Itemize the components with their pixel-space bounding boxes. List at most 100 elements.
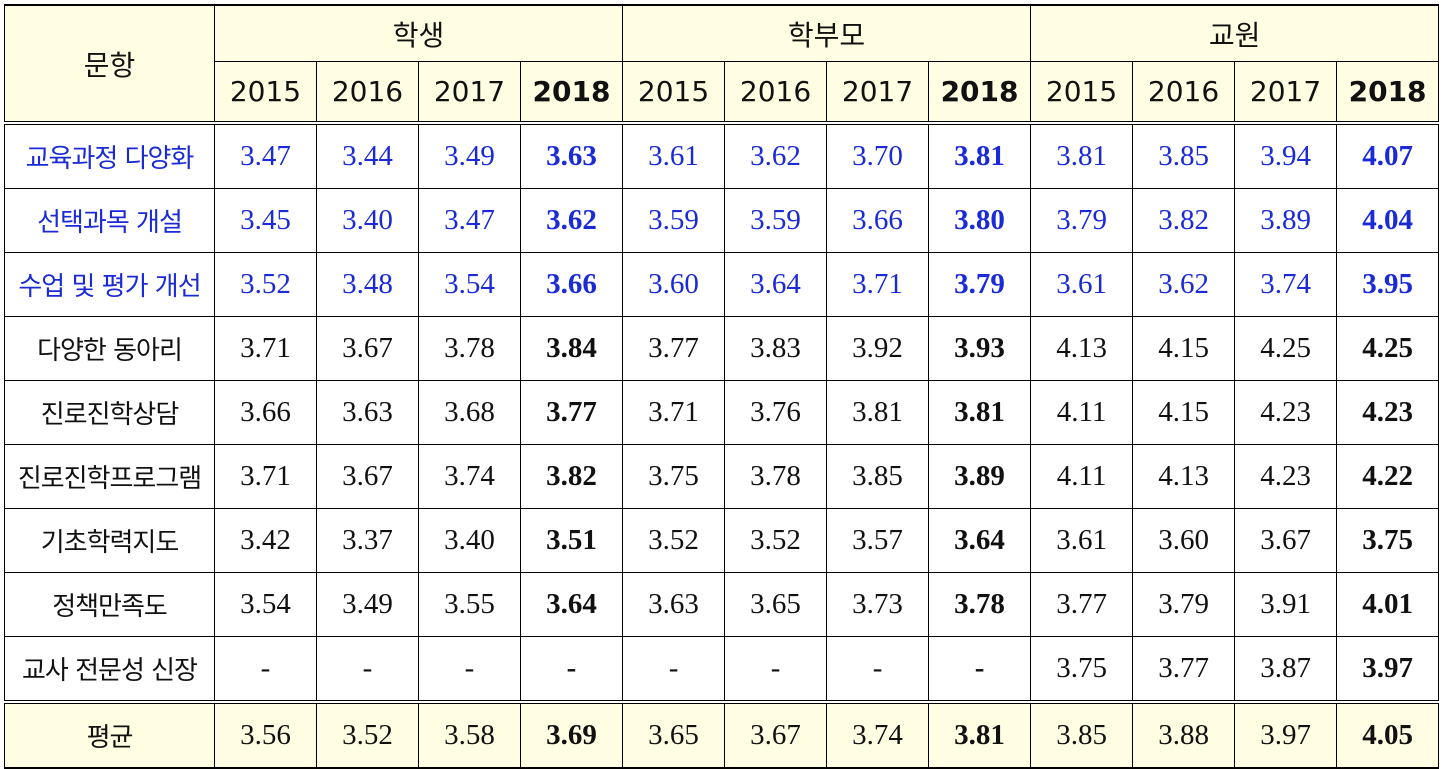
value-cell: 3.71: [214, 316, 317, 381]
row-label: 진로진학상담: [4, 380, 215, 445]
value-cell: 3.69: [519, 700, 624, 769]
value-cell: 3.81: [928, 700, 1032, 769]
value-cell: 3.79: [928, 252, 1032, 317]
value-cell: 3.83: [724, 316, 828, 381]
value-cell: 3.52: [622, 508, 726, 573]
value-cell: 3.60: [622, 252, 726, 317]
table-row: 기초학력지도 3.42 3.37 3.40 3.51 3.52 3.52 3.57 3.64 3.…: [4, 508, 1440, 573]
table-header: 문항 학생 학부모 교원 2015 2016 2017 2018 2015 20…: [4, 4, 1440, 124]
value-cell: 3.74: [826, 700, 930, 769]
value-cell: 3.92: [826, 316, 930, 381]
value-cell: 4.25: [1234, 316, 1338, 381]
value-cell: 3.95: [1336, 252, 1440, 317]
value-cell: -: [214, 636, 317, 703]
year-header: 2016: [1132, 61, 1236, 124]
value-cell: 3.42: [214, 508, 317, 573]
table-row: 교사 전문성 신장 - - - - - - - -3.75 3.77 3.87 3.97: [4, 636, 1440, 703]
year-header: 2015: [1030, 61, 1134, 124]
year-header: 2018: [519, 61, 624, 124]
row-label: 정책만족도: [4, 572, 215, 637]
value-cell: 3.52: [316, 700, 419, 769]
value-cell: 3.40: [418, 508, 521, 573]
value-cell: 3.51: [519, 508, 624, 573]
value-cell: 3.40: [316, 188, 419, 253]
value-cell: 3.44: [316, 121, 419, 189]
value-cell: 3.54: [214, 572, 317, 637]
row-label: 기초학력지도: [4, 508, 215, 573]
value-cell: 3.45: [214, 188, 317, 253]
value-cell: 3.37: [316, 508, 419, 573]
value-cell: 3.68: [418, 380, 521, 445]
value-cell: 4.13: [1132, 444, 1236, 509]
value-cell: 3.78: [928, 572, 1032, 637]
value-cell: 3.62: [1132, 252, 1236, 317]
value-cell: -: [928, 636, 1032, 703]
value-cell: 3.80: [928, 188, 1032, 253]
value-cell: 3.47: [214, 121, 317, 189]
value-cell: 3.67: [316, 444, 419, 509]
value-cell: 3.71: [622, 380, 726, 445]
value-cell: 3.78: [418, 316, 521, 381]
value-cell: 3.73: [826, 572, 930, 637]
year-header: 2017: [1234, 61, 1338, 124]
value-cell: 3.71: [214, 444, 317, 509]
value-cell: -: [724, 636, 828, 703]
value-cell: 3.77: [519, 380, 624, 445]
value-cell: -: [316, 636, 419, 703]
value-cell: -: [418, 636, 521, 703]
row-label: 교육과정 다양화: [4, 121, 215, 189]
value-cell: 3.66: [519, 252, 624, 317]
value-cell: 3.97: [1234, 700, 1338, 769]
value-cell: 4.23: [1234, 380, 1338, 445]
value-cell: 3.58: [418, 700, 521, 769]
value-cell: 3.48: [316, 252, 419, 317]
value-cell: 3.77: [1030, 572, 1134, 637]
average-row: 평균 3.56 3.52 3.58 3.69 3.65 3.67 3.74 3.81 3.85 3.…: [4, 700, 1440, 769]
value-cell: 3.67: [316, 316, 419, 381]
value-cell: 3.79: [1030, 188, 1134, 253]
value-cell: 3.47: [418, 188, 521, 253]
year-header: 2015: [214, 61, 317, 124]
year-header: 2017: [826, 61, 930, 124]
value-cell: 3.61: [1030, 252, 1134, 317]
value-cell: 4.22: [1336, 444, 1440, 509]
value-cell: 3.61: [622, 121, 726, 189]
row-label: 수업 및 평가 개선: [4, 252, 215, 317]
value-cell: 3.88: [1132, 700, 1236, 769]
value-cell: 3.76: [724, 380, 828, 445]
value-cell: 3.57: [826, 508, 930, 573]
value-cell: 4.11: [1030, 444, 1134, 509]
value-cell: 4.15: [1132, 380, 1236, 445]
value-cell: 3.65: [622, 700, 726, 769]
value-cell: 3.64: [724, 252, 828, 317]
value-cell: 3.62: [519, 188, 624, 253]
value-cell: 3.56: [214, 700, 317, 769]
value-cell: 4.13: [1030, 316, 1134, 381]
table-row: 교육과정 다양화 3.47 3.44 3.49 3.63 3.61 3.62 3.70 3.81…: [4, 121, 1440, 189]
value-cell: 3.85: [1132, 121, 1236, 189]
value-cell: 3.84: [519, 316, 624, 381]
survey-table: 문항 학생 학부모 교원 2015 2016 2017 2018 2015 20…: [4, 4, 1440, 769]
table-body: 교육과정 다양화 3.47 3.44 3.49 3.63 3.61 3.62 3.70 3.81…: [4, 121, 1440, 769]
value-cell: 3.91: [1234, 572, 1338, 637]
year-header: 2018: [1336, 61, 1440, 124]
value-cell: 3.52: [214, 252, 317, 317]
value-cell: 3.63: [316, 380, 419, 445]
value-cell: 3.67: [1234, 508, 1338, 573]
value-cell: 3.75: [622, 444, 726, 509]
table-row: 진로진학상담 3.66 3.63 3.68 3.77 3.71 3.76 3.81 3.81 4.…: [4, 380, 1440, 445]
group-header-teachers: 교원: [1030, 4, 1440, 62]
value-cell: 3.97: [1336, 636, 1440, 703]
value-cell: 3.59: [724, 188, 828, 253]
value-cell: 3.74: [1234, 252, 1338, 317]
table-row: 선택과목 개설 3.45 3.40 3.47 3.62 3.59 3.59 3.66 3.80 3…: [4, 188, 1440, 253]
row-label: 선택과목 개설: [4, 188, 215, 253]
year-header: 2018: [928, 61, 1032, 124]
value-cell: 3.87: [1234, 636, 1338, 703]
value-cell: 3.81: [826, 380, 930, 445]
value-cell: 4.04: [1336, 188, 1440, 253]
value-cell: 3.77: [622, 316, 726, 381]
value-cell: 3.66: [826, 188, 930, 253]
value-cell: 3.64: [519, 572, 624, 637]
value-cell: 3.81: [928, 380, 1032, 445]
